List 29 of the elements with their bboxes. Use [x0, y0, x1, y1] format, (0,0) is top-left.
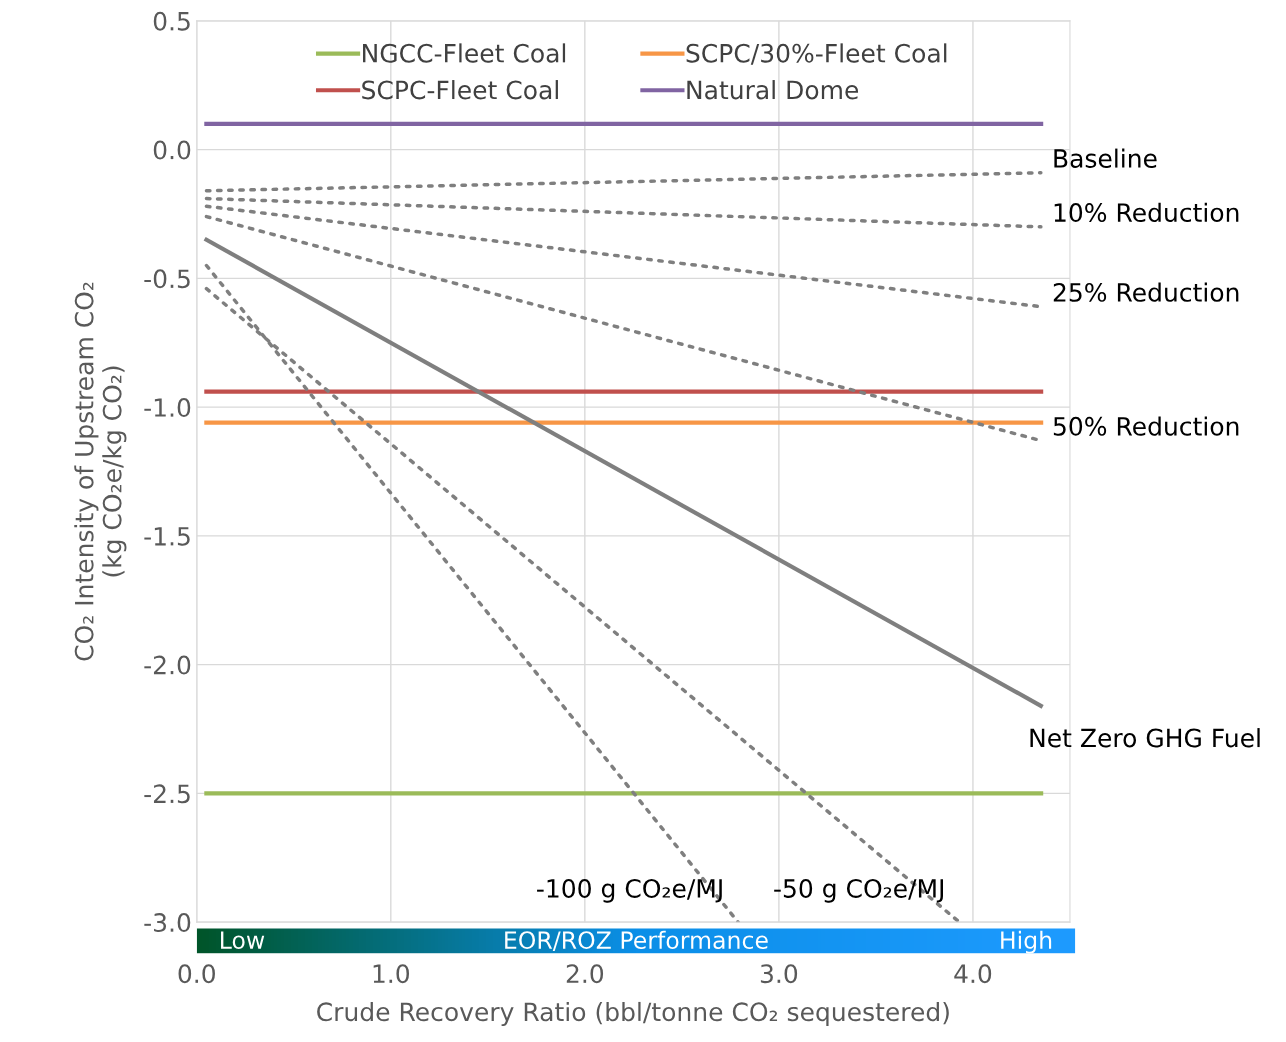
text: EOR/ROZ Performance: [505, 930, 768, 951]
series-label: 25% Reduction: [1053, 282, 1239, 302]
legend-label: SCPC-Fleet Coal: [362, 80, 558, 100]
series-label: Net Zero GHG Fuel: [1030, 728, 1260, 748]
y-tick-label: -2.5: [144, 784, 190, 804]
x-tick-label: 4.0: [954, 964, 992, 984]
series-label: -50 g CO₂e/MJ: [774, 878, 943, 903]
series-label: 50% Reduction: [1053, 416, 1239, 436]
y-tick-label: -1.0: [144, 398, 191, 417]
legend-label: SCPC/30%-Fleet Coal: [686, 43, 947, 65]
x-tick-label: 2.0: [566, 964, 604, 984]
y-axis-title: CO₂ Intensity of Upstream CO₂ (kg CO₂e/kg CO₂): [74, 282, 127, 661]
series-label: -100 g CO₂e/MJ: [537, 878, 722, 903]
y-tick-label: 0.5: [153, 11, 190, 31]
y-tick-label: -1.5: [144, 527, 190, 546]
y-tick-label: 0.0: [153, 140, 191, 160]
series-label: Baseline: [1054, 148, 1157, 168]
x-axis-title: Crude Recovery Ratio (bbl/tonne CO₂ sequestered): [317, 1001, 949, 1027]
y-tick-label: -2.0: [144, 655, 191, 675]
x-tick-label: 0.0: [178, 964, 215, 984]
legend-label: NGCC-Fleet Coal: [363, 43, 566, 63]
series-label: 10% Reduction: [1054, 202, 1239, 223]
text: Low: [221, 931, 265, 950]
text: High: [1001, 930, 1052, 954]
legend-label: Natural Dome: [687, 80, 859, 100]
y-tick-label: -0.5: [144, 269, 190, 289]
x-tick-label: 1.0: [373, 964, 410, 984]
x-tick-label: 3.0: [760, 964, 798, 984]
y-tick-label: -3.0: [144, 913, 191, 933]
